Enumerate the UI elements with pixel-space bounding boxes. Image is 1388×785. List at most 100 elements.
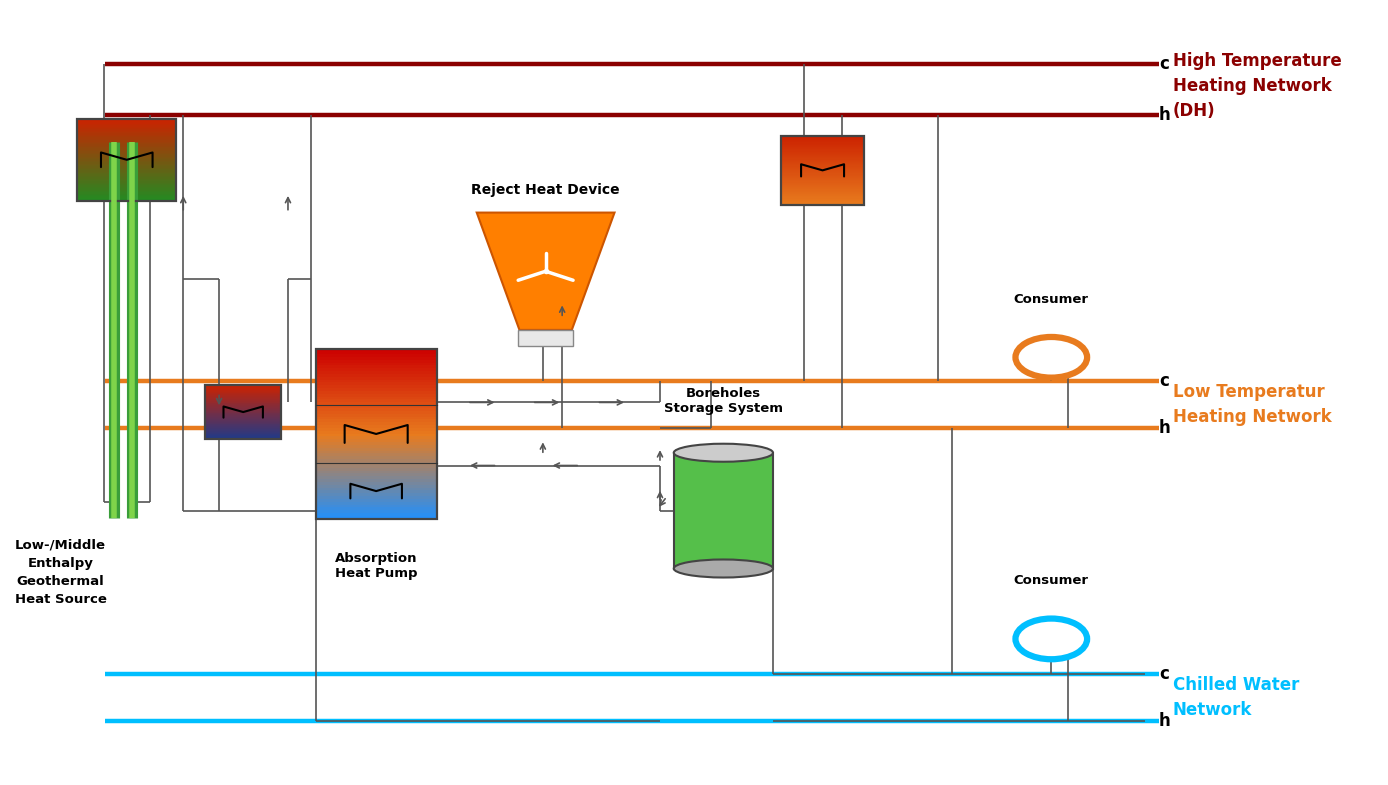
Text: Low Temperatur
Heating Network: Low Temperatur Heating Network	[1173, 383, 1331, 425]
Bar	[781, 174, 863, 176]
Ellipse shape	[673, 560, 773, 578]
Bar	[78, 130, 176, 133]
Bar	[781, 141, 863, 143]
Bar	[781, 202, 863, 203]
Bar	[205, 397, 282, 398]
Bar	[78, 181, 176, 183]
Bar	[315, 513, 437, 517]
Bar	[78, 165, 176, 166]
Text: h: h	[1159, 712, 1170, 730]
Bar	[781, 146, 863, 148]
Bar	[205, 434, 282, 436]
Bar	[205, 425, 282, 427]
Bar	[315, 516, 437, 519]
Bar	[518, 330, 573, 345]
Bar	[315, 422, 437, 425]
Bar	[205, 385, 282, 440]
Text: h: h	[1159, 106, 1170, 124]
Bar	[78, 172, 176, 173]
Text: Absorption
Heat Pump: Absorption Heat Pump	[335, 552, 418, 580]
Bar	[78, 157, 176, 159]
Bar	[205, 404, 282, 406]
Bar	[78, 195, 176, 197]
Bar	[78, 191, 176, 192]
Bar	[205, 428, 282, 429]
Text: h: h	[1159, 418, 1170, 436]
Bar	[781, 152, 863, 153]
Bar	[315, 374, 437, 377]
Bar	[315, 470, 437, 473]
Bar	[315, 382, 437, 385]
Bar	[78, 148, 176, 150]
Bar	[78, 174, 176, 176]
Bar	[205, 414, 282, 416]
Bar	[205, 424, 282, 425]
Bar	[315, 433, 437, 436]
Bar	[315, 396, 437, 400]
Bar	[205, 392, 282, 394]
Bar	[78, 198, 176, 199]
Circle shape	[1016, 619, 1087, 659]
Bar	[315, 405, 437, 408]
Bar	[781, 171, 863, 173]
Bar	[315, 473, 437, 476]
Bar	[78, 183, 176, 184]
Bar	[315, 454, 437, 457]
Bar	[205, 433, 282, 435]
Bar	[781, 169, 863, 170]
Bar	[315, 402, 437, 406]
Text: Low-/Middle
Enthalpy
Geothermal
Heat Source: Low-/Middle Enthalpy Geothermal Heat Sou…	[15, 539, 107, 606]
Bar	[315, 465, 437, 468]
Bar	[78, 141, 176, 144]
Bar	[205, 437, 282, 439]
Bar	[315, 510, 437, 513]
Bar	[205, 402, 282, 403]
Bar	[315, 479, 437, 482]
Bar	[205, 398, 282, 400]
Bar	[205, 400, 282, 402]
Bar	[781, 176, 863, 177]
Bar	[315, 436, 437, 440]
Bar	[781, 166, 863, 168]
Bar	[315, 349, 437, 352]
Bar	[315, 502, 437, 505]
Bar	[781, 161, 863, 162]
Bar	[78, 192, 176, 194]
Bar	[781, 196, 863, 198]
Bar	[781, 151, 863, 152]
Bar	[78, 158, 176, 160]
Bar	[78, 121, 176, 122]
Bar	[781, 186, 863, 188]
Bar	[781, 138, 863, 140]
Bar	[781, 184, 863, 185]
Bar	[315, 391, 437, 394]
Bar	[205, 422, 282, 424]
Bar	[205, 411, 282, 412]
Bar	[78, 180, 176, 181]
Bar	[315, 491, 437, 494]
Bar	[315, 365, 437, 369]
Bar	[78, 143, 176, 144]
Bar	[315, 363, 437, 366]
Bar	[781, 200, 863, 201]
Bar	[205, 429, 282, 430]
Bar	[205, 407, 282, 408]
Bar	[78, 141, 176, 142]
Bar	[205, 410, 282, 411]
Bar	[205, 409, 282, 411]
Bar	[781, 153, 863, 155]
Bar	[78, 187, 176, 188]
Bar	[205, 427, 282, 429]
Text: c: c	[1159, 55, 1169, 73]
Bar	[205, 430, 282, 431]
Bar	[781, 193, 863, 195]
Bar	[781, 136, 863, 137]
Bar	[78, 126, 176, 128]
Bar	[781, 170, 863, 171]
Bar	[78, 168, 176, 170]
Bar	[205, 396, 282, 397]
Bar	[315, 411, 437, 414]
Bar	[78, 194, 176, 195]
Bar	[78, 124, 176, 126]
Bar	[78, 170, 176, 172]
